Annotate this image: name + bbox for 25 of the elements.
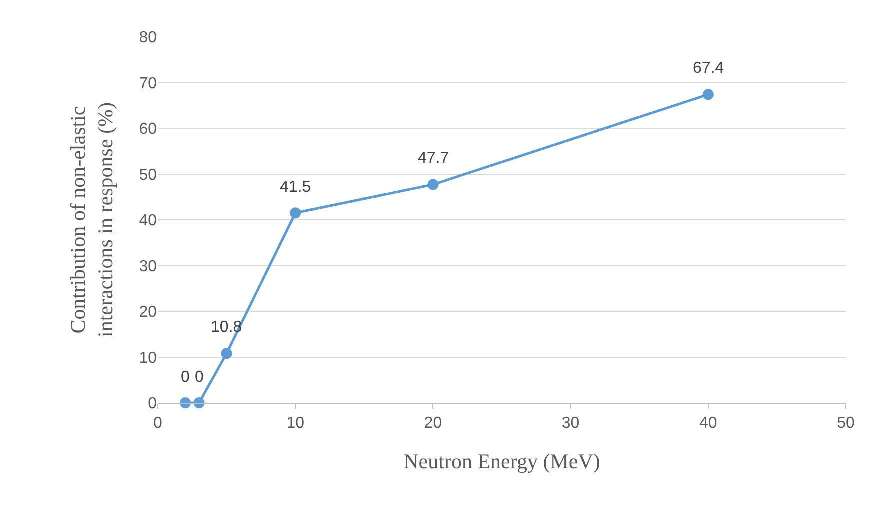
x-tick-label: 40 xyxy=(700,415,718,432)
x-axis-title: Neutron Energy (MeV) xyxy=(404,449,600,474)
y-tick-label: 40 xyxy=(139,212,158,230)
y-tick-label: 50 xyxy=(139,166,158,184)
point xyxy=(290,208,302,219)
y-tick-label: 10 xyxy=(139,350,158,367)
y-tick-label: 0 xyxy=(148,396,158,413)
y-axis-title: Contribution of non-elastic interactions in response (%) xyxy=(66,102,118,338)
x-tick-label: 30 xyxy=(562,415,580,432)
point xyxy=(428,179,439,190)
y-tick-label: 70 xyxy=(139,75,158,92)
x-tick-label: 20 xyxy=(424,415,442,432)
point xyxy=(221,348,232,360)
point xyxy=(702,89,714,100)
y-tick-label: 60 xyxy=(139,121,158,138)
data-label: 0 xyxy=(181,369,190,386)
x-tick-label: 50 xyxy=(837,415,855,432)
data-label: 67.4 xyxy=(693,60,724,77)
data-label: 47.7 xyxy=(418,150,450,167)
data-label: 41.5 xyxy=(280,179,312,196)
y-tick-label: 80 xyxy=(139,30,158,47)
y-tick-label: 30 xyxy=(139,258,158,276)
x-tick-label: 10 xyxy=(286,415,305,432)
y-tick-label: 20 xyxy=(139,304,158,322)
data-label: 0 xyxy=(195,369,204,386)
